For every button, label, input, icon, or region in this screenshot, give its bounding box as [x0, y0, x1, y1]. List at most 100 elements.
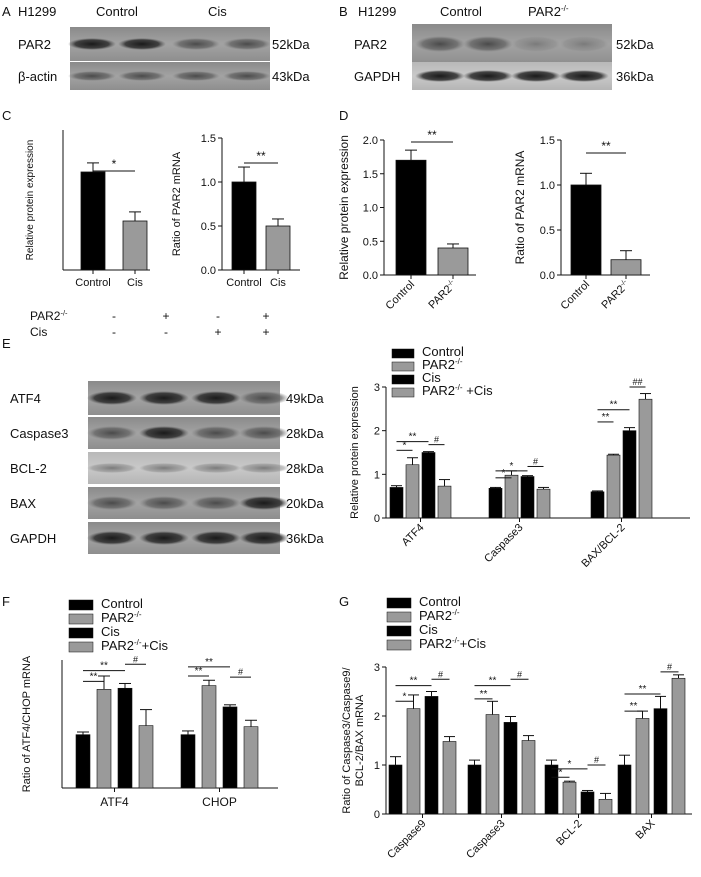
x-tick-label: Caspase3: [482, 522, 526, 566]
blot-size-label: 52kDa: [272, 37, 310, 52]
significance-label: **: [256, 149, 266, 163]
significance-label: *: [568, 759, 572, 770]
x-tick-label: Caspase9: [385, 818, 429, 862]
legend-label: Cis: [101, 624, 120, 639]
bar: [389, 487, 404, 519]
x-tick-label: Caspase3: [464, 818, 508, 862]
blot-row-label: β-actin: [18, 69, 57, 84]
y-tick-label: 0.5: [540, 225, 555, 237]
y-tick-label: 2.0: [363, 135, 378, 147]
bar: [80, 171, 106, 271]
y-tick-label: 0: [374, 513, 380, 525]
panel-letter-b: B: [339, 4, 348, 19]
chart-c2: 0.0 0.5 1.0 1.5 Control Cis ** Ratio of PAR2 mR…: [171, 133, 300, 289]
blot-band: [559, 36, 609, 52]
blot-row-label: GAPDH: [10, 531, 56, 546]
bar: [388, 764, 403, 815]
y-axis-label: Ratio of ATF4/CHOP mRNA: [21, 655, 33, 792]
significance-label: **: [195, 666, 203, 677]
bar: [138, 725, 154, 789]
legend-label: Control: [419, 594, 461, 609]
legend-swatch: [386, 639, 412, 651]
bar: [442, 741, 457, 815]
blot-band: [139, 531, 189, 545]
legend-swatch: [68, 613, 94, 625]
x-tick-label: Cis: [127, 277, 143, 289]
blot-size-label: 52kDa: [616, 37, 654, 52]
significance-label: *: [403, 691, 407, 702]
bar: [610, 259, 642, 276]
significance-label: #: [533, 456, 538, 466]
significance-label: **: [639, 684, 647, 695]
y-tick-label: 1: [374, 469, 380, 481]
bar: [488, 488, 503, 519]
bar: [598, 798, 613, 815]
bar: [570, 184, 602, 276]
blot-size-label: 36kDa: [286, 531, 324, 546]
blot-band: [239, 531, 289, 545]
significance-label: #: [667, 662, 672, 672]
significance-label: *: [112, 157, 117, 171]
legend-swatch: [68, 599, 94, 611]
y-tick-label: 0.0: [201, 265, 216, 277]
bar: [580, 791, 595, 815]
chart-f: ATF4 CHOP****#****#Ratio of ATF4/CHOP mRN…: [21, 654, 278, 809]
blot-strip: [87, 522, 289, 554]
chart-d2: 0.0 0.5 1.0 1.5 Control PAR2-/- ** Ratio of PAR…: [513, 135, 650, 312]
group-label-control: Control: [96, 4, 138, 19]
bar: [671, 677, 686, 815]
x-tick-label: BAX: [634, 817, 659, 842]
x-tick-label: Control: [559, 279, 593, 313]
legend-label: PAR2-/-+Cis: [101, 638, 168, 653]
y-tick-label: 2: [374, 711, 380, 723]
legend-label: PAR2-/-: [419, 608, 460, 623]
bar: [622, 430, 637, 519]
blot-band: [87, 463, 137, 473]
cell-line-label: H1299: [358, 4, 396, 19]
bar: [638, 398, 653, 519]
significance-label: *: [559, 767, 563, 778]
bar: [395, 159, 427, 276]
panel-letter-a: A: [2, 4, 11, 19]
significance-label: **: [630, 701, 638, 712]
significance-label: #: [434, 435, 439, 445]
blot-band: [87, 531, 137, 545]
y-axis-label: Ratio of PAR2 mRNA: [513, 151, 527, 265]
panel-letter-c: C: [2, 108, 11, 123]
bar: [222, 706, 238, 789]
significance-label: ##: [632, 377, 642, 387]
panel-letter-d: D: [339, 108, 348, 123]
blot-band: [87, 391, 137, 405]
bar: [437, 485, 452, 519]
cell-line-label: H1299: [18, 4, 56, 19]
blot-band: [223, 71, 271, 81]
blot-band: [191, 496, 241, 510]
x-tick-label: Cis: [270, 277, 286, 289]
group-label-cis: Cis: [208, 4, 227, 19]
legend-swatch: [391, 387, 415, 398]
blot-band: [511, 36, 561, 52]
blot-strip: [68, 62, 271, 90]
blot-band: [139, 496, 189, 510]
significance-label: #: [238, 667, 243, 677]
blot-strip: [68, 27, 271, 61]
bar: [653, 708, 668, 815]
x-tick-label: PAR2-/-: [599, 279, 632, 312]
x-tick-label: Control: [75, 277, 110, 289]
treatment-sign: +: [262, 309, 269, 323]
y-axis-label: Ratio of PAR2 mRNA: [171, 151, 183, 256]
y-tick-label: 0.0: [363, 270, 378, 282]
panel-letter-e: E: [2, 336, 11, 351]
blot-band: [87, 496, 137, 510]
legend-swatch: [391, 374, 415, 385]
blot-strip: [412, 24, 612, 64]
y-tick-label: 1.0: [363, 203, 378, 215]
blot-band: [239, 391, 289, 405]
blot-size-label: 36kDa: [616, 69, 654, 84]
significance-label: **: [409, 432, 417, 443]
bar: [117, 687, 133, 789]
y-axis-label: BCL-2/BAX mRNA: [354, 694, 366, 786]
blot-band: [223, 38, 271, 50]
